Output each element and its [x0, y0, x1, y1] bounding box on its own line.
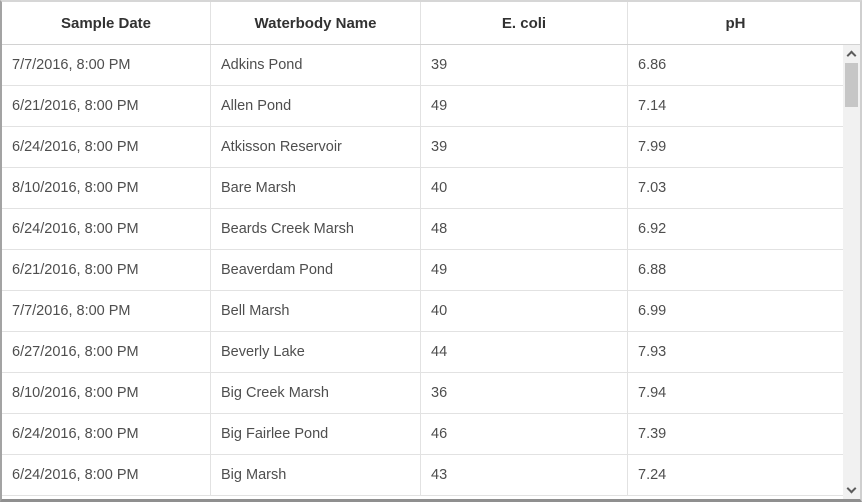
cell-ph: 7.39 — [638, 426, 667, 442]
cell-ph: 6.99 — [638, 303, 667, 319]
column-header-label: E. coli — [501, 14, 547, 32]
chevron-down-icon — [846, 483, 857, 494]
cell-waterbody-name: Beverly Lake — [211, 332, 421, 372]
cell-sample-date: 6/24/2016, 8:00 PM — [2, 414, 211, 454]
cell-e-coli: 39 — [421, 127, 628, 167]
cell-e-coli: 40 — [421, 168, 628, 208]
cell-waterbody-name: Beards Creek Marsh — [211, 209, 421, 249]
table-body: 7/7/2016, 8:00 PM Adkins Pond 39 6.86 6/… — [2, 45, 860, 499]
column-header-label: pH — [725, 14, 746, 32]
cell-ph: 6.92 — [638, 221, 667, 237]
cell-sample-date: 6/21/2016, 8:00 PM — [2, 250, 211, 290]
column-header-ph[interactable]: pH — [628, 2, 860, 44]
cell-waterbody-name: Bell Marsh — [211, 291, 421, 331]
cell-sample-date: 7/7/2016, 8:00 PM — [2, 45, 211, 85]
cell-waterbody-name: Beaverdam Pond — [211, 250, 421, 290]
table-row[interactable]: 8/10/2016, 8:00 PM Bare Marsh 40 7.03 — [2, 168, 843, 209]
scroll-down-button[interactable] — [843, 482, 860, 499]
cell-ph: 7.03 — [638, 180, 667, 196]
column-header-label: Sample Date — [60, 14, 152, 32]
cell-e-coli: 49 — [421, 86, 628, 126]
cell-e-coli: 48 — [421, 209, 628, 249]
table-row[interactable]: 6/24/2016, 8:00 PM Big Marsh 43 7.24 — [2, 455, 843, 496]
table-row[interactable]: 6/24/2016, 8:00 PM Beards Creek Marsh 48… — [2, 209, 843, 250]
column-header-label: Waterbody Name — [254, 14, 377, 32]
column-header-sample-date[interactable]: Sample Date — [2, 2, 211, 44]
cell-e-coli: 43 — [421, 455, 628, 495]
cell-ph: 7.93 — [638, 344, 667, 360]
cell-sample-date: 6/21/2016, 8:00 PM — [2, 86, 211, 126]
cell-waterbody-name: Big Marsh — [211, 455, 421, 495]
cell-ph: 6.86 — [638, 57, 667, 73]
cell-sample-date: 7/7/2016, 8:00 PM — [2, 291, 211, 331]
table-row[interactable]: 6/24/2016, 8:00 PM Big Fairlee Pond 46 7… — [2, 414, 843, 455]
cell-sample-date: 6/27/2016, 8:00 PM — [2, 332, 211, 372]
vertical-scrollbar[interactable] — [843, 45, 860, 499]
cell-e-coli: 40 — [421, 291, 628, 331]
table-row[interactable]: 6/21/2016, 8:00 PM Beaverdam Pond 49 6.8… — [2, 250, 843, 291]
table-row[interactable]: 6/24/2016, 8:00 PM Atkisson Reservoir 39… — [2, 127, 843, 168]
cell-sample-date: 6/24/2016, 8:00 PM — [2, 209, 211, 249]
table-header: Sample Date Waterbody Name E. coli pH — [2, 2, 860, 45]
table-row[interactable]: 7/7/2016, 8:00 PM Adkins Pond 39 6.86 — [2, 45, 843, 86]
cell-ph: 7.94 — [638, 385, 667, 401]
cell-e-coli: 36 — [421, 373, 628, 413]
chevron-up-icon — [846, 50, 857, 61]
scrollbar-thumb[interactable] — [845, 63, 858, 107]
table-row[interactable]: 6/21/2016, 8:00 PM Allen Pond 49 7.14 — [2, 86, 843, 127]
scroll-up-button[interactable] — [843, 45, 860, 62]
cell-waterbody-name: Atkisson Reservoir — [211, 127, 421, 167]
cell-ph: 6.88 — [638, 262, 667, 278]
cell-e-coli: 44 — [421, 332, 628, 372]
cell-ph: 7.14 — [638, 98, 667, 114]
table-row[interactable]: 7/7/2016, 8:00 PM Bell Marsh 40 6.99 — [2, 291, 843, 332]
cell-ph: 7.24 — [638, 467, 667, 483]
cell-e-coli: 46 — [421, 414, 628, 454]
cell-ph: 7.99 — [638, 139, 667, 155]
cell-waterbody-name: Big Fairlee Pond — [211, 414, 421, 454]
cell-sample-date: 6/24/2016, 8:00 PM — [2, 455, 211, 495]
cell-e-coli: 49 — [421, 250, 628, 290]
cell-waterbody-name: Adkins Pond — [211, 45, 421, 85]
cell-waterbody-name: Big Creek Marsh — [211, 373, 421, 413]
cell-sample-date: 8/10/2016, 8:00 PM — [2, 168, 211, 208]
cell-sample-date: 6/24/2016, 8:00 PM — [2, 127, 211, 167]
cell-sample-date: 8/10/2016, 8:00 PM — [2, 373, 211, 413]
cell-waterbody-name: Allen Pond — [211, 86, 421, 126]
column-header-e-coli[interactable]: E. coli — [421, 2, 628, 44]
table-row[interactable]: 6/27/2016, 8:00 PM Beverly Lake 44 7.93 — [2, 332, 843, 373]
cell-waterbody-name: Bare Marsh — [211, 168, 421, 208]
table-rows: 7/7/2016, 8:00 PM Adkins Pond 39 6.86 6/… — [2, 45, 843, 499]
table-row[interactable]: 8/10/2016, 8:00 PM Big Creek Marsh 36 7.… — [2, 373, 843, 414]
cell-e-coli: 39 — [421, 45, 628, 85]
column-header-waterbody-name[interactable]: Waterbody Name — [211, 2, 421, 44]
